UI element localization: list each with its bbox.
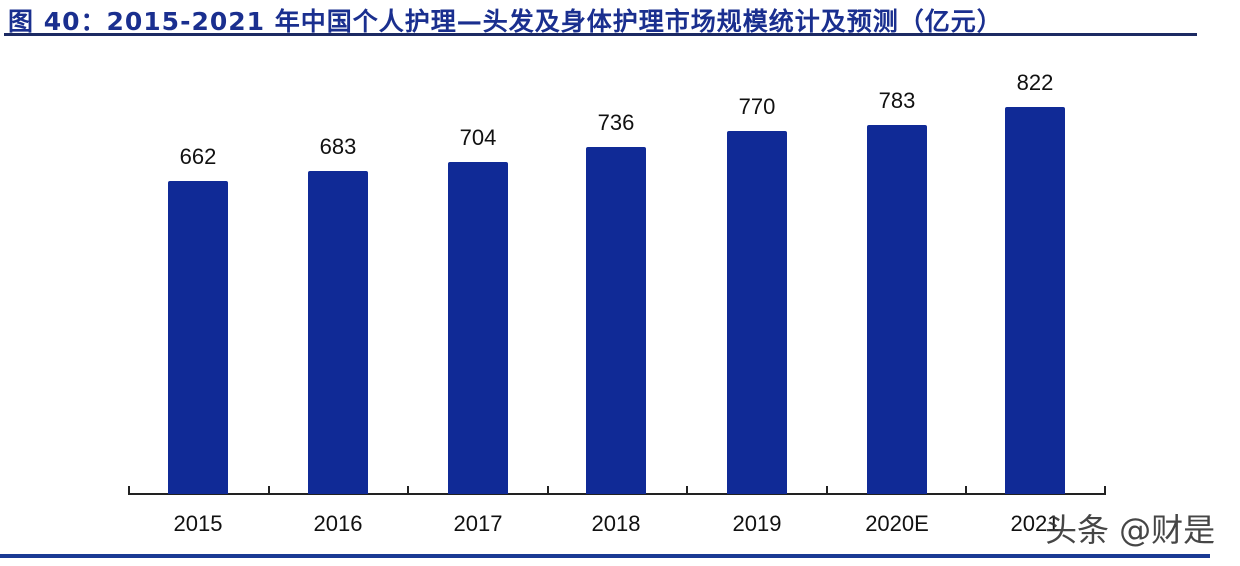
data-label: 662 — [179, 144, 217, 169]
bar-2016 — [308, 171, 368, 494]
x-tick-label: 2021 — [1010, 511, 1060, 536]
chart-title: 图 40：2015-2021 年中国个人护理—头发及身体护理市场规模统计及预测（… — [8, 7, 1003, 36]
bar-2015 — [168, 181, 228, 494]
data-label: 770 — [738, 94, 776, 120]
x-tick-label: 2016 — [313, 511, 363, 536]
data-label: 783 — [878, 88, 916, 114]
bar-2021E — [1005, 107, 1065, 494]
axis-tick — [965, 486, 967, 495]
data-label: 683 — [319, 134, 357, 160]
title-divider — [4, 33, 1197, 36]
bar-2019 — [727, 131, 787, 494]
data-label: 704 — [459, 124, 497, 150]
axis-tick — [268, 486, 270, 495]
axis-tick — [826, 486, 828, 495]
x-tick-label: 2020E — [865, 511, 929, 536]
axis-tick — [1104, 486, 1106, 495]
x-tick-label: 2019 — [732, 511, 782, 536]
bar-2017 — [448, 161, 508, 494]
axis-tick — [686, 486, 688, 495]
axis-tick — [128, 486, 130, 495]
bottom-divider — [0, 554, 1210, 558]
data-label: 736 — [597, 109, 635, 135]
x-axis — [128, 493, 1105, 495]
data-label: 822 — [1016, 70, 1054, 95]
x-tick-label: 2018 — [591, 511, 641, 536]
x-tick-label: 2017 — [453, 511, 503, 536]
watermark: 头条 @财是 — [1045, 511, 1216, 549]
axis-tick — [547, 486, 549, 495]
x-tick-label: 2015 — [173, 511, 223, 536]
bar-2020E — [867, 125, 927, 494]
bar-2018 — [586, 146, 646, 494]
axis-tick — [407, 486, 409, 495]
